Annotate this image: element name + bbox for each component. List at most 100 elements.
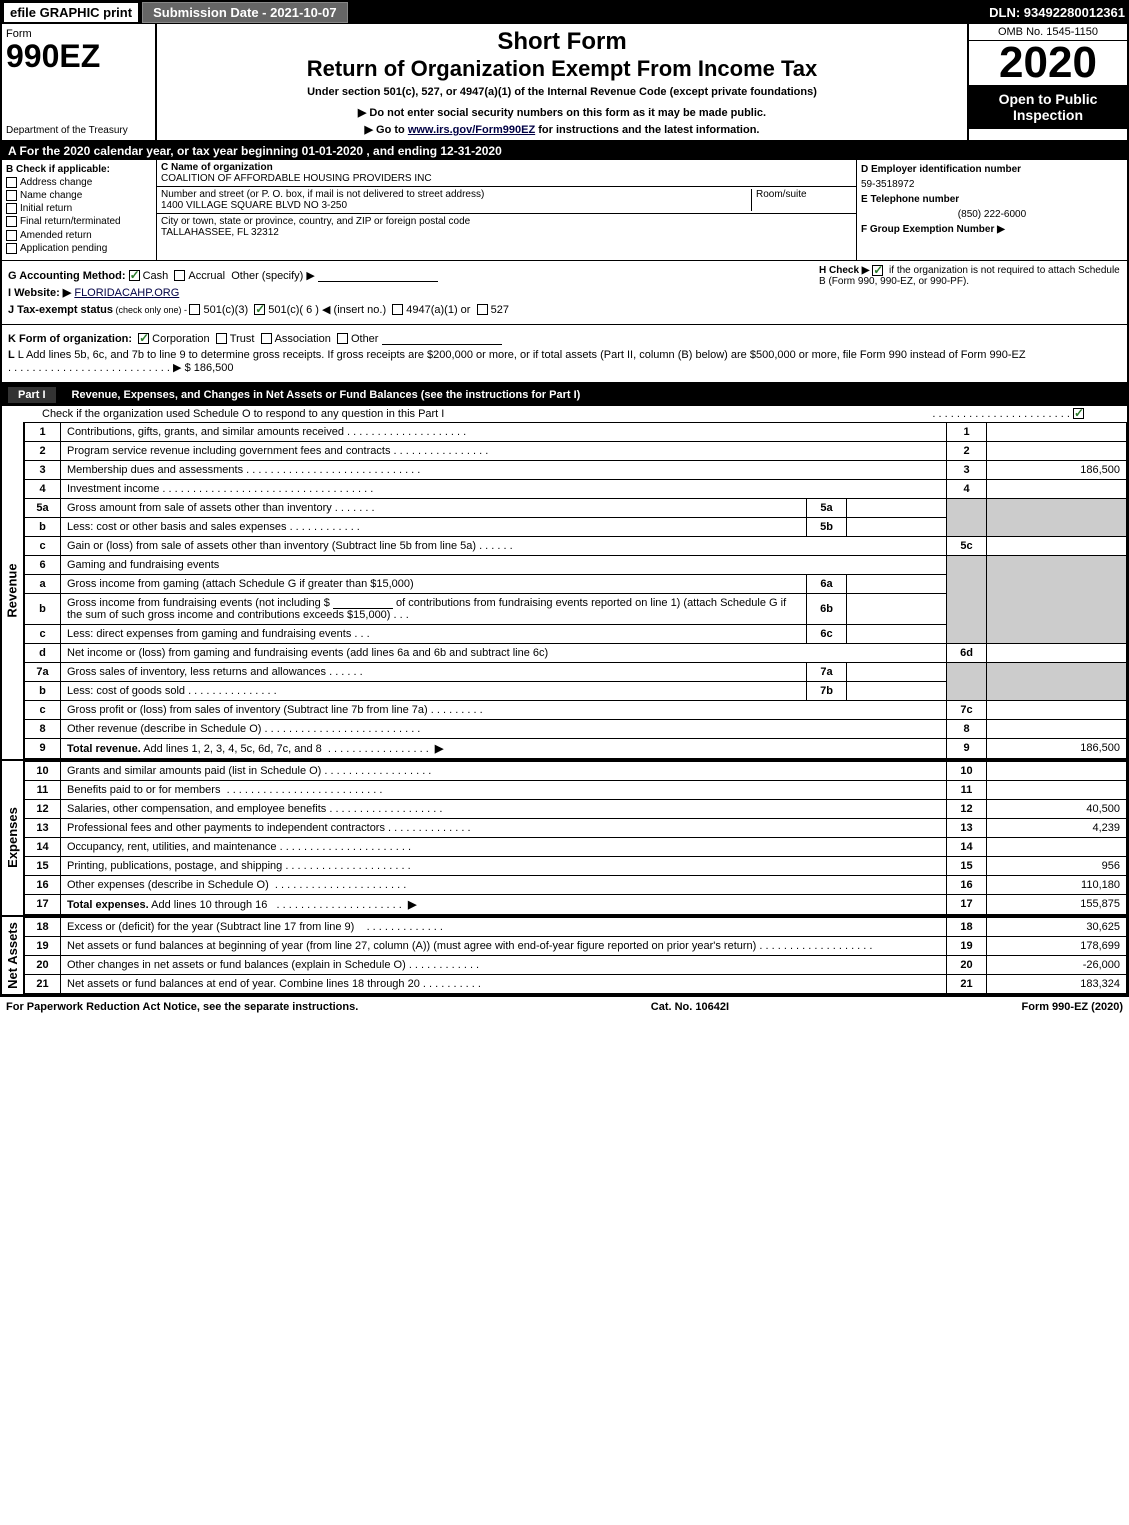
h-schedule-b: H Check ▶ if the organization is not req… bbox=[811, 265, 1121, 320]
dln-number: DLN: 93492280012361 bbox=[989, 5, 1125, 20]
check-assoc[interactable] bbox=[261, 333, 272, 344]
table-row: 13Professional fees and other payments t… bbox=[25, 818, 1127, 837]
goto-post: for instructions and the latest informat… bbox=[535, 124, 759, 136]
under-section-text: Under section 501(c), 527, or 4947(a)(1)… bbox=[165, 86, 959, 98]
col-b-heading: B Check if applicable: bbox=[6, 164, 152, 175]
check-final-return[interactable]: Final return/terminated bbox=[6, 216, 152, 227]
check-501c[interactable] bbox=[254, 304, 265, 315]
c-room-label: Room/suite bbox=[752, 189, 852, 211]
revenue-table: 1Contributions, gifts, grants, and simil… bbox=[24, 422, 1127, 759]
section-ghij: G Accounting Method: Cash Accrual Other … bbox=[0, 261, 1129, 325]
org-street: 1400 VILLAGE SQUARE BLVD NO 3-250 bbox=[161, 200, 747, 211]
section-kl: K Form of organization: Corporation Trus… bbox=[0, 325, 1129, 384]
tax-year: 2020 bbox=[969, 41, 1127, 85]
department-label: Department of the Treasury bbox=[6, 125, 151, 136]
part1-tag: Part I bbox=[8, 387, 56, 403]
table-row: 12Salaries, other compensation, and empl… bbox=[25, 799, 1127, 818]
g-accounting: G Accounting Method: Cash Accrual Other … bbox=[8, 269, 811, 282]
table-row: 7aGross sales of inventory, less returns… bbox=[25, 662, 1127, 681]
check-501c3[interactable] bbox=[189, 304, 200, 315]
table-row: dNet income or (loss) from gaming and fu… bbox=[25, 643, 1127, 662]
part1-title: Revenue, Expenses, and Changes in Net As… bbox=[72, 389, 581, 401]
part1-check-row: Check if the organization used Schedule … bbox=[0, 406, 1129, 422]
table-row: 11Benefits paid to or for members . . . … bbox=[25, 780, 1127, 799]
table-row: 16Other expenses (describe in Schedule O… bbox=[25, 875, 1127, 894]
table-row: 9Total revenue. Total revenue. Add lines… bbox=[25, 738, 1127, 758]
goto-pre: ▶ Go to bbox=[365, 124, 408, 136]
irs-link[interactable]: www.irs.gov/Form990EZ bbox=[408, 124, 535, 136]
netassets-section: Net Assets 18Excess or (deficit) for the… bbox=[0, 917, 1129, 996]
table-row: 5aGross amount from sale of assets other… bbox=[25, 498, 1127, 517]
table-row: cGross profit or (loss) from sales of in… bbox=[25, 700, 1127, 719]
table-row: 14Occupancy, rent, utilities, and mainte… bbox=[25, 837, 1127, 856]
d-ein-label: D Employer identification number bbox=[861, 164, 1021, 175]
form-number: 990EZ bbox=[6, 40, 151, 72]
col-def: D Employer identification number 59-3518… bbox=[857, 160, 1127, 260]
table-row: 10Grants and similar amounts paid (list … bbox=[25, 761, 1127, 780]
table-row: cGain or (loss) from sale of assets othe… bbox=[25, 536, 1127, 555]
footer-left: For Paperwork Reduction Act Notice, see … bbox=[6, 1001, 358, 1013]
efile-badge: efile GRAPHIC print bbox=[4, 3, 138, 22]
l-amount: ▶ $ 186,500 bbox=[173, 362, 233, 374]
open-inspection: Open to Public Inspection bbox=[969, 85, 1127, 129]
check-corp[interactable] bbox=[138, 333, 149, 344]
org-name: COALITION OF AFFORDABLE HOUSING PROVIDER… bbox=[161, 173, 852, 184]
col-c-org-info: C Name of organization COALITION OF AFFO… bbox=[157, 160, 857, 260]
revenue-section: Revenue 1Contributions, gifts, grants, a… bbox=[0, 422, 1129, 761]
return-title: Return of Organization Exempt From Incom… bbox=[165, 56, 959, 82]
submission-date: Submission Date - 2021-10-07 bbox=[142, 2, 348, 23]
check-trust[interactable] bbox=[216, 333, 227, 344]
expenses-table: 10Grants and similar amounts paid (list … bbox=[24, 761, 1127, 915]
col-b-checkboxes: B Check if applicable: Address change Na… bbox=[2, 160, 157, 260]
l-gross-receipts: L L Add lines 5b, 6c, and 7b to line 9 t… bbox=[8, 349, 1121, 374]
check-initial-return[interactable]: Initial return bbox=[6, 203, 152, 214]
table-row: 15Printing, publications, postage, and s… bbox=[25, 856, 1127, 875]
table-row: 19Net assets or fund balances at beginni… bbox=[25, 936, 1127, 955]
check-4947[interactable] bbox=[392, 304, 403, 315]
c-street-label: Number and street (or P. O. box, if mail… bbox=[161, 189, 747, 200]
check-name-change[interactable]: Name change bbox=[6, 190, 152, 201]
check-schedule-o[interactable] bbox=[1073, 408, 1084, 419]
table-row: 1Contributions, gifts, grants, and simil… bbox=[25, 422, 1127, 441]
table-row: 8Other revenue (describe in Schedule O) … bbox=[25, 719, 1127, 738]
check-amended-return[interactable]: Amended return bbox=[6, 230, 152, 241]
c-city-label: City or town, state or province, country… bbox=[161, 216, 852, 227]
e-phone-label: E Telephone number bbox=[861, 194, 959, 205]
footer-center: Cat. No. 10642I bbox=[651, 1001, 729, 1013]
part1-header: Part I Revenue, Expenses, and Changes in… bbox=[0, 384, 1129, 406]
f-group-label: F Group Exemption Number ▶ bbox=[861, 224, 1005, 235]
website-link[interactable]: FLORIDACAHP.ORG bbox=[74, 287, 179, 299]
expenses-section: Expenses 10Grants and similar amounts pa… bbox=[0, 761, 1129, 917]
top-bar: efile GRAPHIC print Submission Date - 20… bbox=[0, 0, 1129, 24]
i-website: I Website: ▶ FLORIDACAHP.ORG bbox=[8, 286, 811, 299]
check-accrual[interactable] bbox=[174, 270, 185, 281]
table-row: 2Program service revenue including gover… bbox=[25, 441, 1127, 460]
c-name-label: C Name of organization bbox=[161, 162, 852, 173]
org-city: TALLAHASSEE, FL 32312 bbox=[161, 227, 852, 238]
table-row: 20Other changes in net assets or fund ba… bbox=[25, 955, 1127, 974]
table-row: 21Net assets or fund balances at end of … bbox=[25, 974, 1127, 993]
table-row: 17Total expenses. Add lines 10 through 1… bbox=[25, 894, 1127, 914]
check-address-change[interactable]: Address change bbox=[6, 177, 152, 188]
section-bcdef: B Check if applicable: Address change Na… bbox=[0, 160, 1129, 261]
ssn-warning: ▶ Do not enter social security numbers o… bbox=[165, 106, 959, 119]
netassets-vlabel: Net Assets bbox=[2, 917, 24, 994]
check-527[interactable] bbox=[477, 304, 488, 315]
check-other-org[interactable] bbox=[337, 333, 348, 344]
revenue-vlabel: Revenue bbox=[2, 422, 24, 759]
table-row: 3Membership dues and assessments . . . .… bbox=[25, 460, 1127, 479]
check-h[interactable] bbox=[872, 265, 883, 276]
d-ein-value: 59-3518972 bbox=[861, 179, 1123, 190]
table-row: 18Excess or (deficit) for the year (Subt… bbox=[25, 917, 1127, 936]
k-form-org: K Form of organization: Corporation Trus… bbox=[8, 333, 1121, 345]
check-cash[interactable] bbox=[129, 270, 140, 281]
check-application-pending[interactable]: Application pending bbox=[6, 243, 152, 254]
goto-instructions: ▶ Go to www.irs.gov/Form990EZ for instru… bbox=[165, 123, 959, 136]
table-row: 6Gaming and fundraising events bbox=[25, 555, 1127, 574]
j-tax-exempt: J Tax-exempt status (check only one) - 5… bbox=[8, 303, 811, 316]
short-form-title: Short Form bbox=[165, 28, 959, 56]
e-phone-value: (850) 222-6000 bbox=[861, 209, 1123, 220]
footer-right: Form 990-EZ (2020) bbox=[1022, 1001, 1123, 1013]
netassets-table: 18Excess or (deficit) for the year (Subt… bbox=[24, 917, 1127, 994]
form-header: Form 990EZ Department of the Treasury Sh… bbox=[0, 24, 1129, 142]
